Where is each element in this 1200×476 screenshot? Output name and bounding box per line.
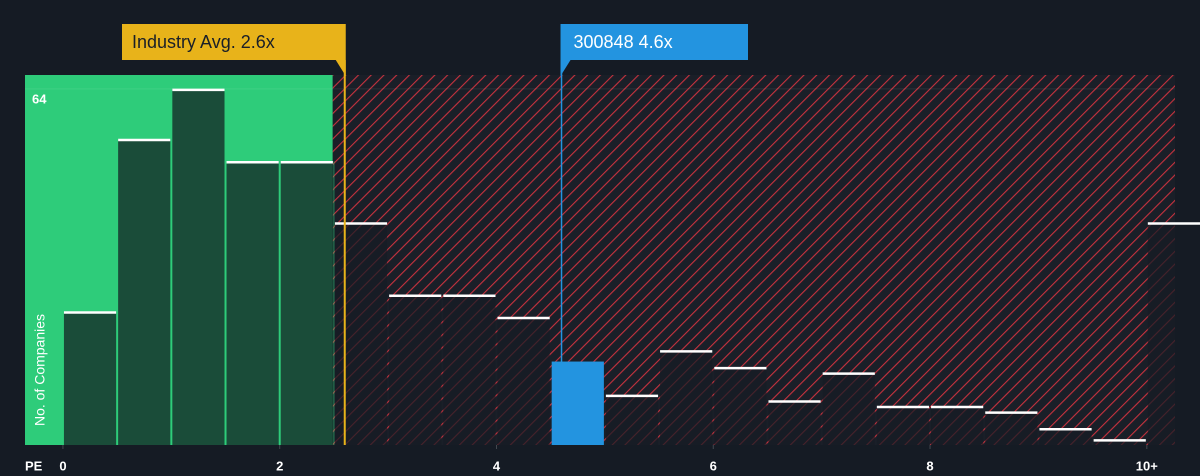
bar <box>389 294 442 445</box>
bar <box>172 88 225 445</box>
x-tick-label: 0 <box>59 458 66 473</box>
x-tick-label: 8 <box>926 458 933 473</box>
industry-avg-box <box>122 24 346 76</box>
bar <box>605 394 659 445</box>
bar <box>768 400 821 445</box>
bar <box>1039 428 1092 445</box>
industry-avg-label: Industry Avg. 2.6x <box>132 32 275 52</box>
bar <box>118 138 171 445</box>
bar <box>280 161 333 445</box>
bar <box>63 311 117 445</box>
bar <box>822 372 875 445</box>
company-box <box>560 24 748 76</box>
bar <box>714 367 767 445</box>
x-axis-label: PE <box>25 458 43 473</box>
x-tick-label: 4 <box>493 458 501 473</box>
x-tick-label: 2 <box>276 458 283 473</box>
bar <box>443 294 496 445</box>
y-axis-label: No. of Companies <box>32 314 48 426</box>
bar <box>931 406 984 445</box>
bar <box>334 222 388 445</box>
y-tick-label: 64 <box>32 91 47 106</box>
x-tick-label: 6 <box>710 458 717 473</box>
bar <box>985 411 1038 445</box>
bar <box>1093 439 1146 445</box>
x-tick-label: 10+ <box>1136 458 1158 473</box>
bar <box>226 161 279 445</box>
bar <box>551 361 604 445</box>
bar <box>660 350 713 445</box>
company-label: 300848 4.6x <box>574 32 673 52</box>
bar <box>1147 222 1200 445</box>
bar <box>497 317 550 445</box>
bar <box>876 406 930 445</box>
